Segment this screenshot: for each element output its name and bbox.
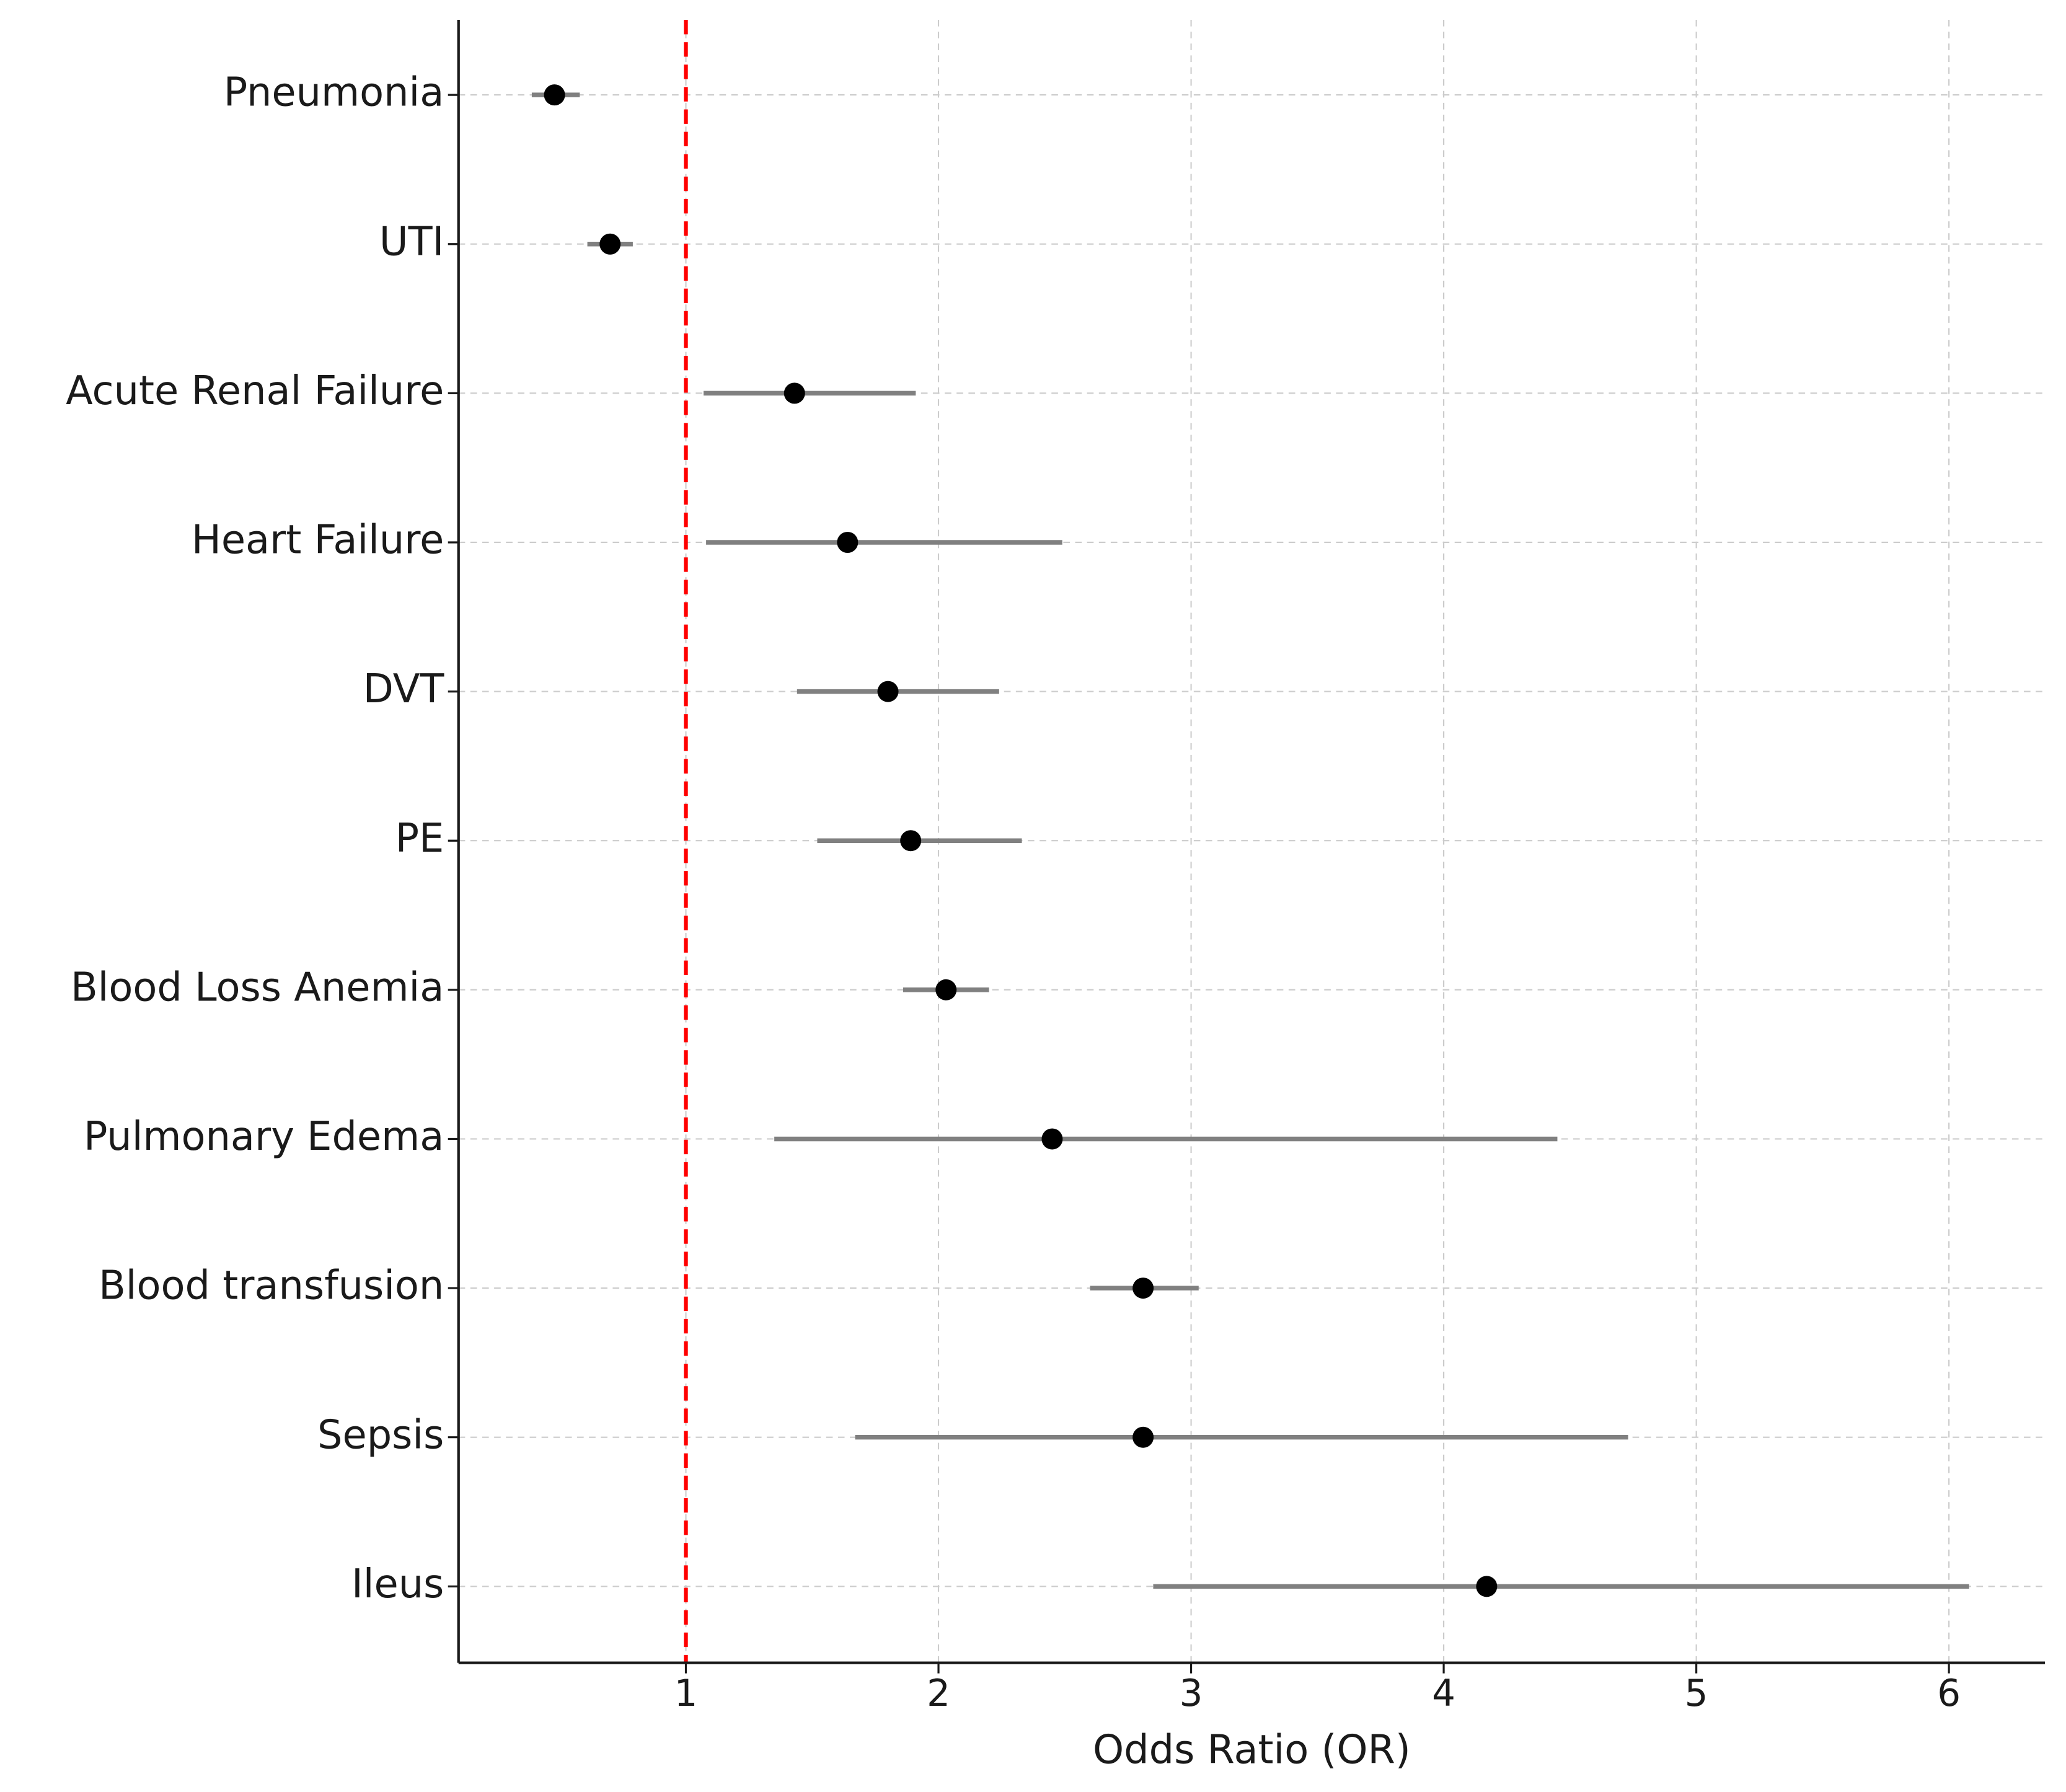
point (599, 233, 621, 255)
point (1041, 1128, 1063, 1150)
point (877, 681, 899, 702)
y-tick-label: Acute Renal Failure (66, 368, 444, 414)
point (837, 531, 859, 553)
y-tick-label: Pulmonary Edema (84, 1114, 444, 1160)
y-tick-label: Blood transfusion (99, 1263, 444, 1309)
y-tick-label: DVT (363, 666, 445, 712)
point (1476, 1576, 1498, 1597)
point (1132, 1278, 1154, 1299)
y-tick-label: Blood Loss Anemia (71, 964, 444, 1010)
y-tick-label: Sepsis (317, 1412, 444, 1458)
point (1132, 1426, 1154, 1448)
point (544, 84, 565, 106)
point (935, 979, 957, 1000)
y-tick-label: Pneumonia (224, 70, 444, 116)
x-tick-label: 5 (1685, 1672, 1708, 1715)
x-tick-label: 1 (674, 1672, 698, 1715)
point (784, 382, 805, 404)
x-tick-label: 6 (1937, 1672, 1961, 1715)
x-tick-label: 3 (1180, 1672, 1203, 1715)
x-tick-label: 4 (1432, 1672, 1455, 1715)
y-tick-label: Ileus (351, 1561, 444, 1607)
y-tick-label: PE (395, 816, 444, 862)
x-tick-label: 2 (927, 1672, 950, 1715)
y-tick-label: Heart Failure (192, 518, 444, 563)
point (900, 830, 922, 852)
x-axis-label: Odds Ratio (OR) (1093, 1728, 1411, 1773)
y-tick-label: UTI (379, 219, 444, 265)
